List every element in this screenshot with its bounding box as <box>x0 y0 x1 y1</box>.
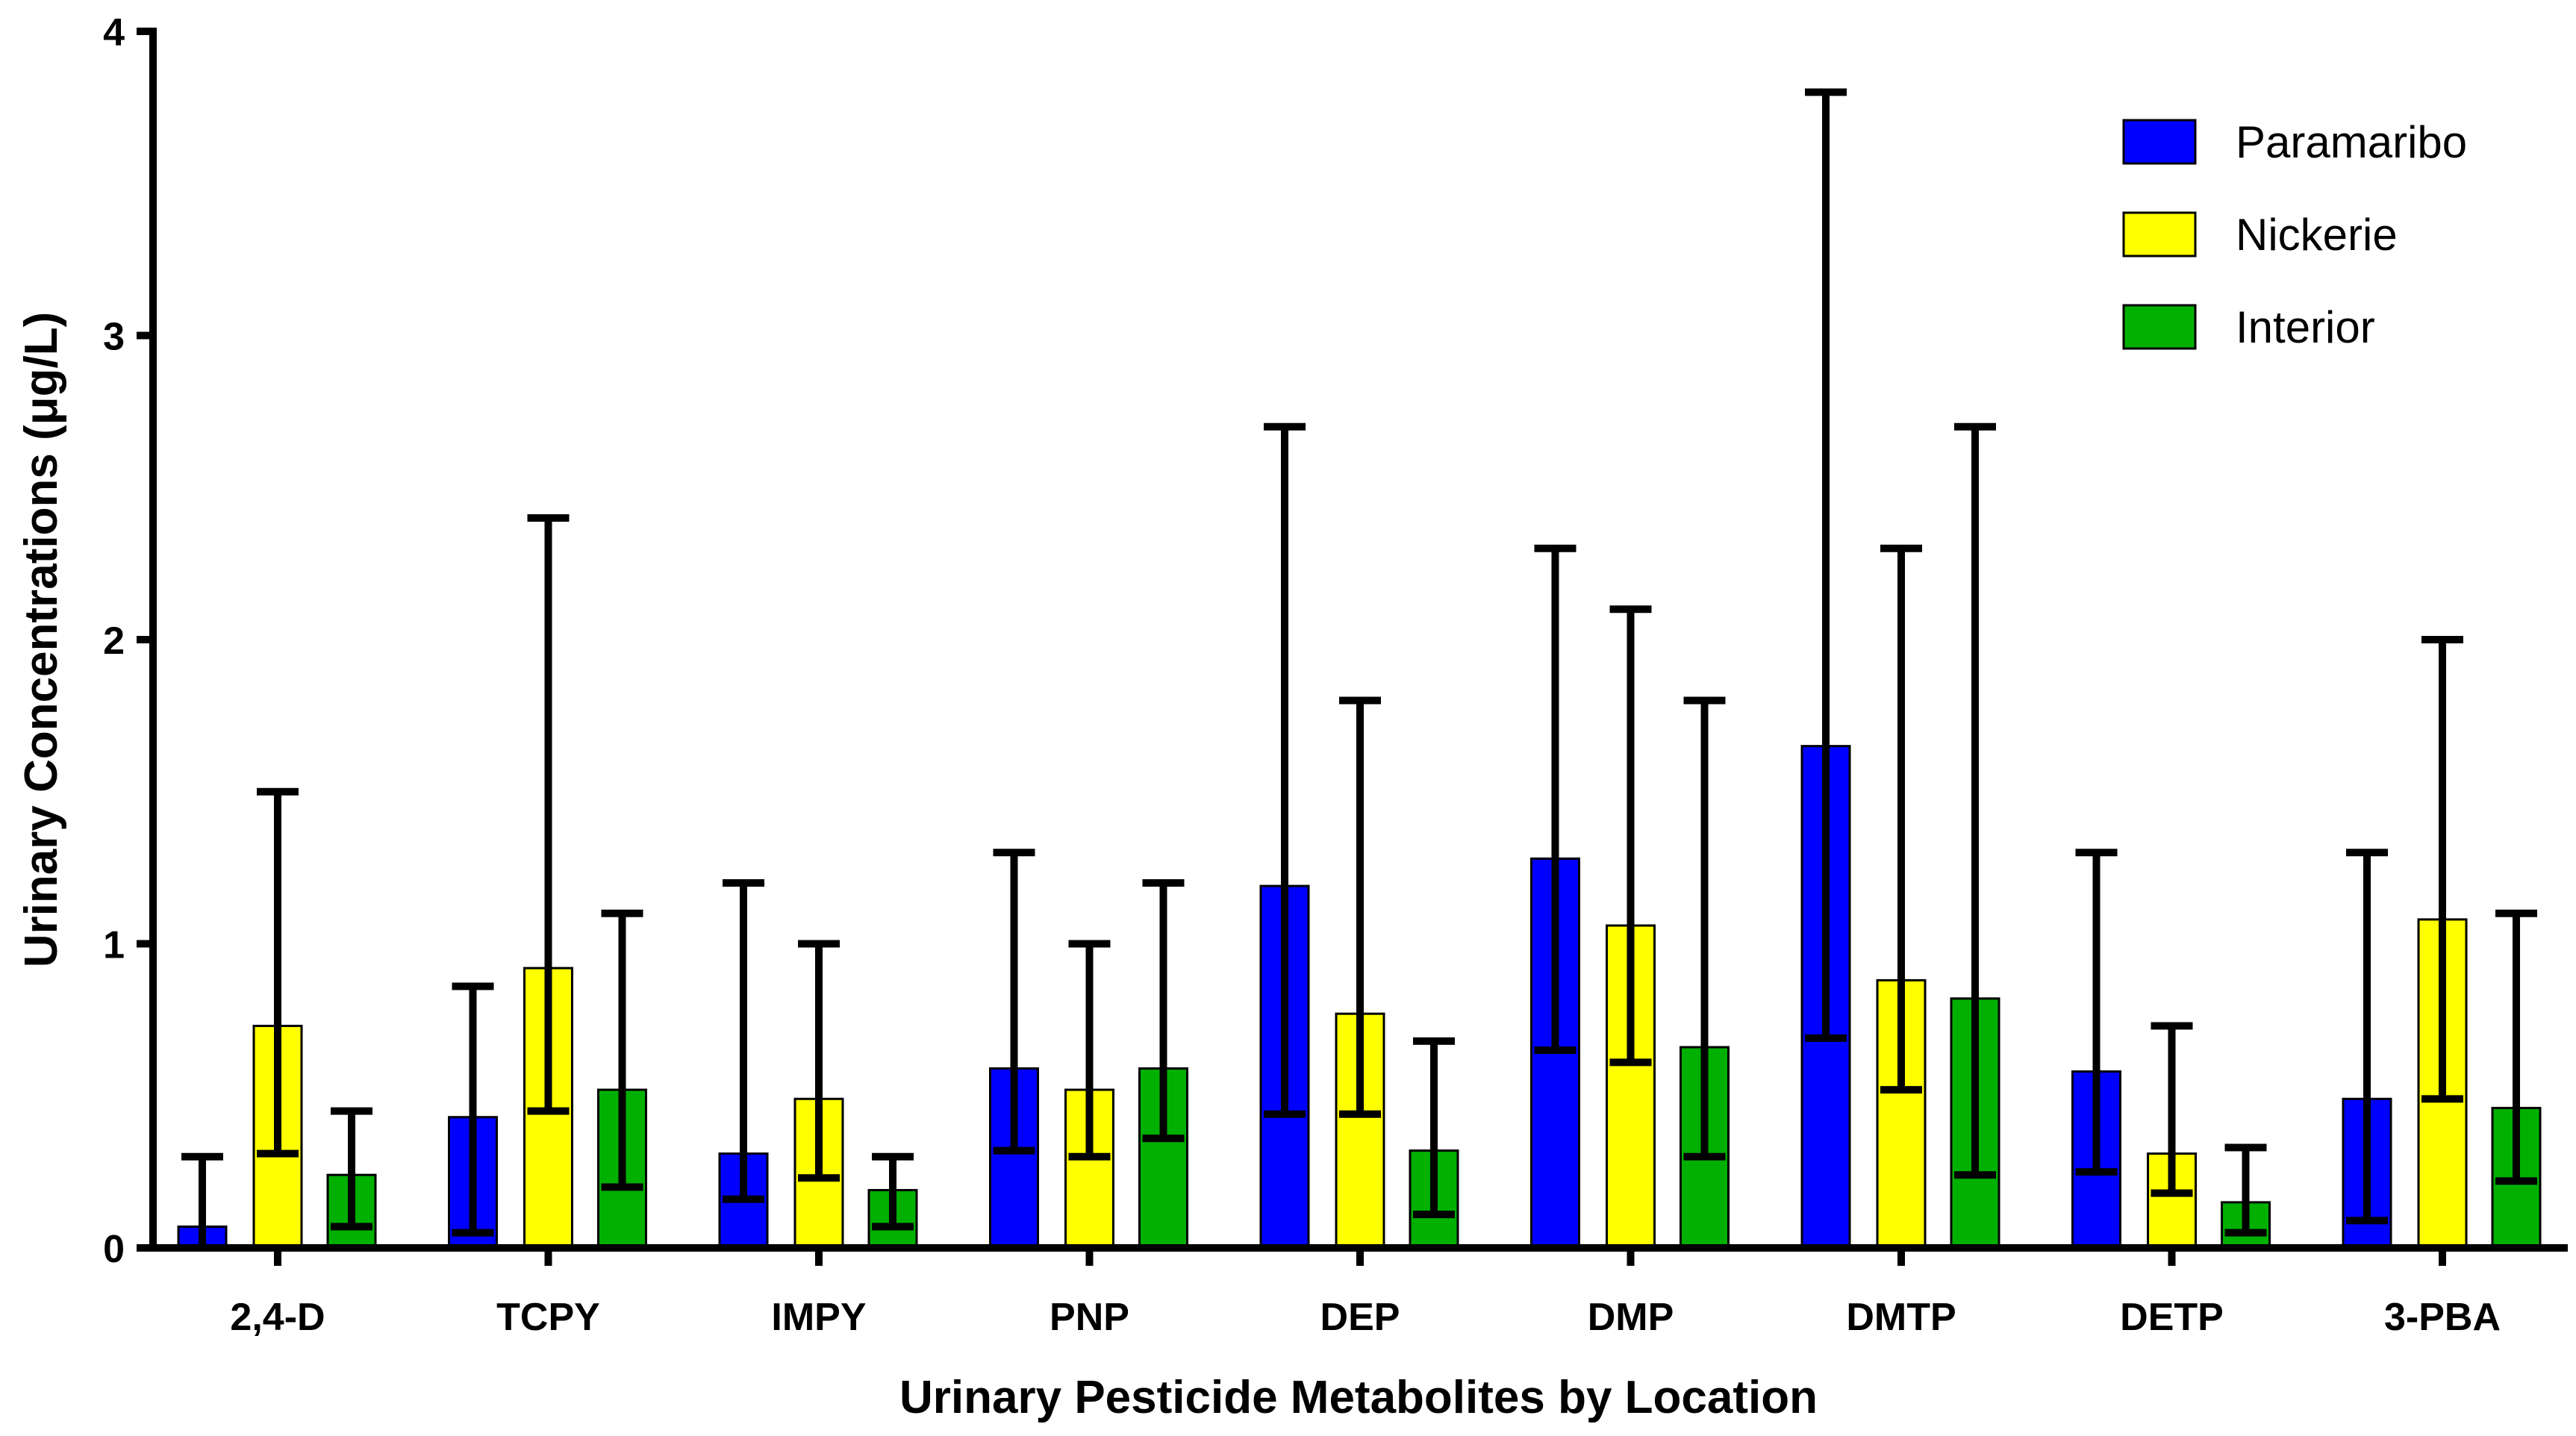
error-bar-paramaribo-dmp <box>1534 544 1577 1055</box>
x-tick-label-impy: IMPY <box>771 1296 866 1339</box>
y-tick-label: 3 <box>103 316 125 359</box>
error-bar-paramaribo-dmtp <box>1805 88 1847 1042</box>
error-bar-paramaribo-detp <box>2075 849 2118 1176</box>
y-tick-label: 0 <box>103 1228 125 1271</box>
error-bar-nickerie-pnp <box>1068 940 1111 1161</box>
y-tick-label: 4 <box>103 11 125 54</box>
error-bar-interior-detp <box>2224 1143 2267 1237</box>
x-tick-label-detp: DETP <box>2120 1296 2224 1339</box>
x-ticks: 2,4-D TCPY IMPY PNP DEP DMP DMTP DETP 3-PBA <box>230 1248 2501 1339</box>
x-tick-label-tcpy: TCPY <box>496 1296 600 1339</box>
x-tick-label-2,4-d: 2,4-D <box>230 1296 325 1339</box>
legend-item-nickerie: Nickerie <box>2122 210 2398 260</box>
legend-label: Interior <box>2236 302 2375 352</box>
bar-paramaribo-pnp <box>989 1067 1039 1249</box>
legend-item-interior: Interior <box>2122 302 2375 352</box>
error-bar-paramaribo-3-pba <box>2346 849 2388 1225</box>
x-tick-label-dmtp: DMTP <box>1846 1296 1956 1339</box>
bar-nickerie-detp <box>2147 1152 2197 1249</box>
error-bar-interior-2,4-d <box>331 1107 372 1231</box>
x-tick-label-dmp: DMP <box>1588 1296 1674 1339</box>
error-bar-nickerie-tcpy <box>527 514 570 1115</box>
legend-label: Paramaribo <box>2236 117 2467 167</box>
error-bar-paramaribo-tcpy <box>452 982 494 1237</box>
error-bar-nickerie-impy <box>798 940 840 1182</box>
y-tick-label: 1 <box>103 924 125 967</box>
error-bar-nickerie-3-pba <box>2421 636 2463 1103</box>
y-axis-title: Urinary Concentrations (μg/L) <box>16 312 67 967</box>
legend: Paramaribo Nickerie Interior <box>2122 117 2467 352</box>
error-bar-interior-dep <box>1413 1037 1455 1219</box>
x-tick-label-dep: DEP <box>1320 1296 1400 1339</box>
x-tick-label-3-pba: 3-PBA <box>2384 1296 2501 1339</box>
error-bar-interior-dmp <box>1683 696 1726 1161</box>
error-bar-paramaribo-impy <box>723 879 764 1203</box>
error-bar-nickerie-dmtp <box>1880 544 1922 1094</box>
error-bar-nickerie-dmp <box>1609 605 1652 1067</box>
error-bar-interior-pnp <box>1142 879 1185 1143</box>
error-bar-paramaribo-pnp <box>993 849 1035 1155</box>
legend-swatch <box>2122 119 2197 165</box>
y-tick-label: 2 <box>103 619 125 663</box>
error-bar-interior-3-pba <box>2495 909 2537 1185</box>
legend-item-paramaribo: Paramaribo <box>2122 117 2467 167</box>
error-bar-interior-tcpy <box>601 909 643 1191</box>
error-bar-paramaribo-dep <box>1264 422 1306 1118</box>
error-bar-nickerie-detp <box>2151 1022 2193 1197</box>
error-bar-interior-impy <box>872 1152 914 1231</box>
y-ticks: 0 1 2 3 4 <box>103 11 153 1271</box>
x-axis-title: Urinary Pesticide Metabolites by Locatio… <box>899 1372 1818 1423</box>
legend-swatch <box>2122 211 2197 257</box>
x-tick-label-pnp: PNP <box>1050 1296 1129 1339</box>
error-bar-nickerie-2,4-d <box>257 787 299 1158</box>
legend-swatch <box>2122 304 2197 350</box>
error-bar-nickerie-dep <box>1339 696 1381 1118</box>
legend-label: Nickerie <box>2236 210 2398 260</box>
error-bar-interior-dmtp <box>1954 422 1996 1179</box>
